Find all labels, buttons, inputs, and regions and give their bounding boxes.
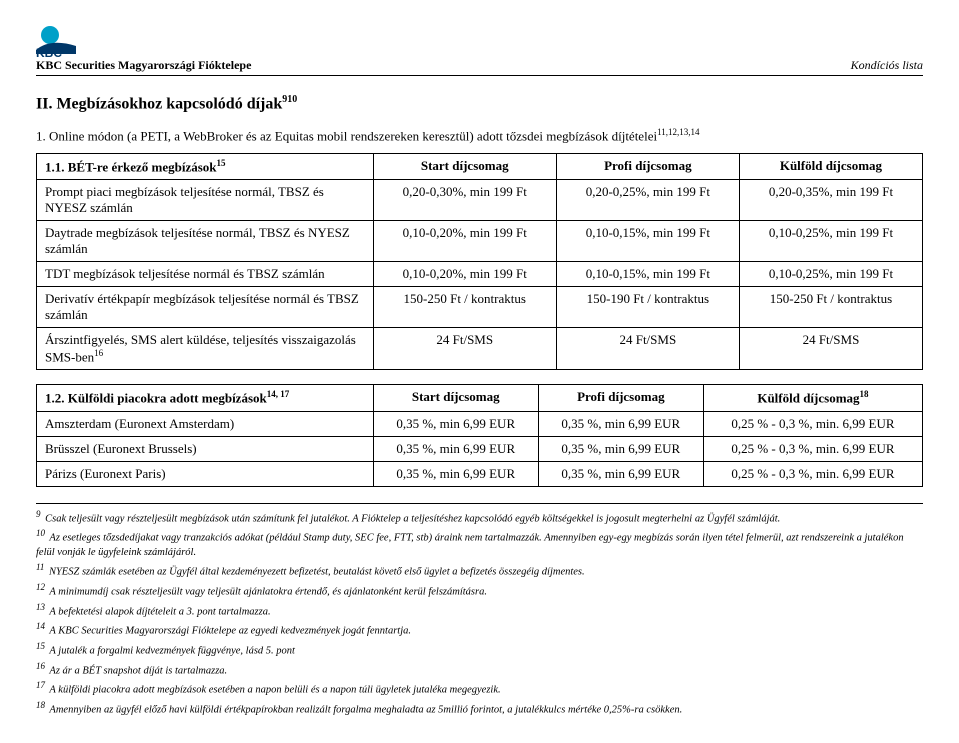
footnote: 17 A külföldi piacokra adott megbízások … <box>36 679 923 698</box>
cell-value: 24 Ft/SMS <box>739 327 922 369</box>
cell-value: 150-250 Ft / kontraktus <box>373 286 556 327</box>
cell-value: 0,35 %, min 6,99 EUR <box>373 411 538 436</box>
footnote: 14 A KBC Securities Magyarországi Fiókte… <box>36 620 923 639</box>
footnote: 15 A jutalék a forgalmi kedvezmények füg… <box>36 640 923 659</box>
col-header: Külföld díjcsomag18 <box>703 385 922 411</box>
row-label: Árszintfigyelés, SMS alert küldése, telj… <box>37 327 374 369</box>
cell-value: 24 Ft/SMS <box>373 327 556 369</box>
logo-block: KBC KBC Securities Magyarországi Fióktel… <box>36 24 251 73</box>
table-row: 1.1. BÉT-re érkező megbízások15 Start dí… <box>37 153 923 179</box>
cell-value: 0,25 % - 0,3 %, min. 6,99 EUR <box>703 461 922 486</box>
kbc-logo-icon: KBC <box>36 24 98 58</box>
cell-value: 0,10-0,15%, min 199 Ft <box>556 261 739 286</box>
table-rowhead-sup: 15 <box>217 158 226 168</box>
footnote: 12 A minimumdíj csak részteljesült vagy … <box>36 581 923 600</box>
table-row: 1.2. Külföldi piacokra adott megbízások1… <box>37 385 923 411</box>
cell-value: 0,10-0,20%, min 199 Ft <box>373 220 556 261</box>
footnote: 13 A befektetési alapok díjtételeit a 3.… <box>36 601 923 620</box>
footnote: 18 Amennyiben az ügyfél előző havi külfö… <box>36 699 923 718</box>
table-foreign-fees: 1.2. Külföldi piacokra adott megbízások1… <box>36 384 923 486</box>
footnotes: 9 Csak teljesült vagy részteljesült megb… <box>36 503 923 718</box>
cell-value: 150-190 Ft / kontraktus <box>556 286 739 327</box>
cell-value: 0,10-0,25%, min 199 Ft <box>739 261 922 286</box>
footnote: 10 Az esetleges tőzsdedíjakat vagy tranz… <box>36 527 923 560</box>
table-row: Prompt piaci megbízások teljesítése norm… <box>37 179 923 220</box>
cell-value: 0,35 %, min 6,99 EUR <box>373 436 538 461</box>
footnote: 11 NYESZ számlák esetében az Ügyfél álta… <box>36 561 923 580</box>
cell-value: 0,20-0,35%, min 199 Ft <box>739 179 922 220</box>
table-rowhead-sup: 14, 17 <box>267 389 290 399</box>
cell-value: 0,10-0,20%, min 199 Ft <box>373 261 556 286</box>
cell-value: 0,20-0,25%, min 199 Ft <box>556 179 739 220</box>
row-label: Daytrade megbízások teljesítése normál, … <box>37 220 374 261</box>
table-rowhead: 1.2. Külföldi piacokra adott megbízások1… <box>37 385 374 411</box>
row-label: Prompt piaci megbízások teljesítése norm… <box>37 179 374 220</box>
table-row: Párizs (Euronext Paris)0,35 %, min 6,99 … <box>37 461 923 486</box>
table-row: Brüsszel (Euronext Brussels)0,35 %, min … <box>37 436 923 461</box>
row-label: Amszterdam (Euronext Amsterdam) <box>37 411 374 436</box>
row-label: Derivatív értékpapír megbízások teljesít… <box>37 286 374 327</box>
cell-value: 0,35 %, min 6,99 EUR <box>538 436 703 461</box>
footnote: 16 Az ár a BÉT snapshot díját is tartalm… <box>36 660 923 679</box>
col-header: Start díjcsomag <box>373 153 556 179</box>
cell-value: 0,20-0,30%, min 199 Ft <box>373 179 556 220</box>
cell-value: 24 Ft/SMS <box>556 327 739 369</box>
col-header: Profi díjcsomag <box>556 153 739 179</box>
table-row: TDT megbízások teljesítése normál és TBS… <box>37 261 923 286</box>
page-header: KBC KBC Securities Magyarországi Fióktel… <box>36 24 923 76</box>
table-rowhead: 1.1. BÉT-re érkező megbízások15 <box>37 153 374 179</box>
section-title-sup: 910 <box>282 94 297 105</box>
svg-text:KBC: KBC <box>36 46 62 58</box>
cell-value: 0,35 %, min 6,99 EUR <box>538 411 703 436</box>
table-row: Derivatív értékpapír megbízások teljesít… <box>37 286 923 327</box>
section-title: II. Megbízásokhoz kapcsolódó díjak910 <box>36 94 923 113</box>
col-header: Start díjcsomag <box>373 385 538 411</box>
footnote: 9 Csak teljesült vagy részteljesült megb… <box>36 508 923 527</box>
org-name: KBC Securities Magyarországi Fióktelepe <box>36 58 251 73</box>
cell-value: 0,35 %, min 6,99 EUR <box>373 461 538 486</box>
table-row: Daytrade megbízások teljesítése normál, … <box>37 220 923 261</box>
cell-value: 0,25 % - 0,3 %, min. 6,99 EUR <box>703 436 922 461</box>
row-label: Brüsszel (Euronext Brussels) <box>37 436 374 461</box>
cell-value: 0,10-0,15%, min 199 Ft <box>556 220 739 261</box>
table-rowhead-text: 1.1. BÉT-re érkező megbízások <box>45 159 217 174</box>
cell-value: 0,25 % - 0,3 %, min. 6,99 EUR <box>703 411 922 436</box>
row-label: Párizs (Euronext Paris) <box>37 461 374 486</box>
doc-type: Kondíciós lista <box>851 58 923 73</box>
cell-value: 0,35 %, min 6,99 EUR <box>538 461 703 486</box>
table-bet-fees: 1.1. BÉT-re érkező megbízások15 Start dí… <box>36 153 923 371</box>
table-row: Amszterdam (Euronext Amsterdam)0,35 %, m… <box>37 411 923 436</box>
col-header: Profi díjcsomag <box>538 385 703 411</box>
subsection-1-text: 1. Online módon (a PETI, a WebBroker és … <box>36 129 657 144</box>
table-row: Árszintfigyelés, SMS alert küldése, telj… <box>37 327 923 369</box>
col-header: Külföld díjcsomag <box>739 153 922 179</box>
cell-value: 0,10-0,25%, min 199 Ft <box>739 220 922 261</box>
row-label: TDT megbízások teljesítése normál és TBS… <box>37 261 374 286</box>
subsection-1: 1. Online módon (a PETI, a WebBroker és … <box>36 127 923 144</box>
cell-value: 150-250 Ft / kontraktus <box>739 286 922 327</box>
table-rowhead-text: 1.2. Külföldi piacokra adott megbízások <box>45 391 267 406</box>
section-title-text: II. Megbízásokhoz kapcsolódó díjak <box>36 95 282 112</box>
subsection-1-sup: 11,12,13,14 <box>657 127 699 137</box>
